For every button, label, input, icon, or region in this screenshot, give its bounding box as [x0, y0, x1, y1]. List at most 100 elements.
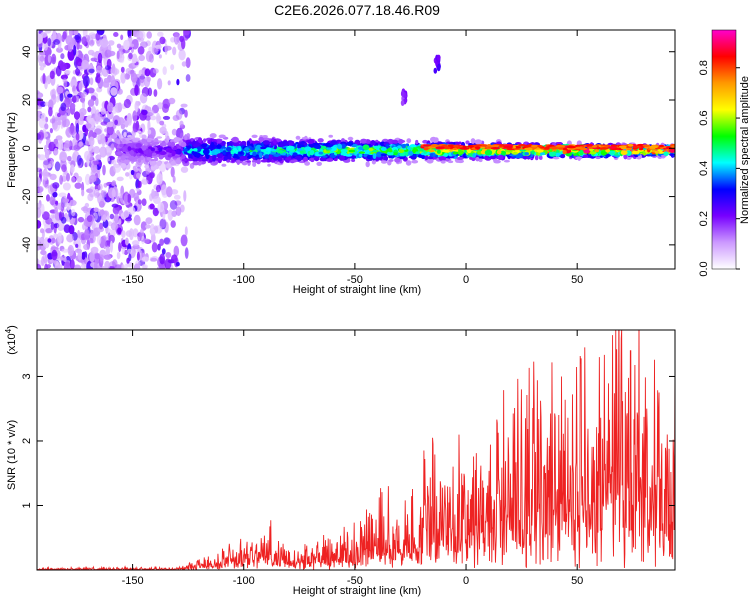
y-tick-label: 40 — [21, 46, 33, 58]
heat-cell — [57, 121, 62, 126]
heat-cell — [168, 159, 173, 162]
heat-cell — [60, 102, 67, 112]
heat-cell — [586, 143, 594, 147]
heat-cell — [255, 144, 263, 151]
heat-cell — [265, 147, 271, 153]
heat-cell — [322, 155, 328, 158]
heat-cell — [53, 138, 59, 145]
heat-cell — [170, 160, 177, 166]
heat-cell — [150, 257, 158, 262]
heat-cell — [314, 155, 320, 162]
heat-cell — [74, 182, 82, 189]
heat-cell — [158, 54, 162, 59]
heat-cell — [179, 120, 184, 127]
heat-cell — [549, 146, 560, 150]
heat-cell — [490, 147, 500, 150]
heat-cell — [587, 146, 594, 149]
heat-cell — [121, 264, 125, 269]
heat-cell — [69, 259, 75, 269]
heat-cell — [295, 135, 301, 140]
heat-cell — [88, 186, 96, 198]
heat-cell — [339, 155, 345, 161]
heat-cell — [273, 144, 278, 150]
heat-cell — [157, 243, 161, 251]
heat-cell — [133, 263, 141, 269]
heat-cell — [61, 248, 69, 253]
heat-cell — [110, 222, 119, 231]
heat-cell — [37, 92, 44, 99]
heat-cell — [159, 120, 165, 126]
heat-cell — [579, 149, 584, 155]
heat-cell — [162, 115, 171, 120]
spectrogram-frame — [36, 29, 676, 270]
heat-cell — [144, 68, 151, 77]
heat-cell — [172, 155, 180, 158]
heat-cell — [112, 205, 120, 215]
heat-cell — [75, 58, 83, 67]
heat-cell — [268, 154, 273, 161]
heat-cell — [236, 160, 240, 165]
heat-cell — [605, 148, 611, 153]
heat-cell — [88, 32, 96, 38]
heat-cell — [62, 182, 71, 191]
heat-cell — [110, 75, 116, 87]
heat-cell — [106, 215, 110, 221]
heat-cell — [99, 254, 105, 262]
heat-cell — [104, 260, 111, 269]
heat-cell — [56, 112, 61, 118]
heat-cell — [273, 139, 277, 145]
heat-cell — [172, 115, 180, 121]
heat-cell — [114, 119, 118, 126]
heat-cell — [151, 47, 159, 55]
heat-cell — [143, 142, 148, 146]
heat-cell — [325, 158, 334, 162]
heat-cell — [241, 161, 248, 166]
heat-cell — [493, 159, 501, 164]
heat-cell — [192, 161, 200, 166]
heat-cell — [228, 142, 233, 147]
heat-cell — [81, 181, 85, 193]
heat-cell — [241, 140, 247, 145]
y-tick-label: 3 — [21, 373, 33, 379]
spectrogram-x-label: Height of straight line (km) — [293, 284, 421, 296]
heat-cell — [56, 202, 64, 210]
colorbar-tick-label: 0.8 — [698, 60, 710, 75]
heat-cell — [125, 237, 129, 246]
heat-cell — [133, 192, 139, 200]
heat-cell — [180, 103, 188, 108]
heat-cell — [170, 166, 175, 178]
heat-cell — [42, 159, 50, 170]
heat-cell — [106, 157, 111, 162]
heat-cell — [157, 78, 163, 90]
heat-cell — [40, 101, 46, 107]
heat-cell — [52, 191, 58, 198]
heat-cell — [125, 172, 130, 177]
heat-cell — [78, 141, 83, 147]
heat-cell — [116, 50, 120, 60]
heat-cell — [96, 234, 102, 245]
heat-cell — [340, 149, 348, 153]
heat-cell — [443, 152, 449, 157]
heat-cell — [386, 151, 394, 156]
heat-cell — [120, 34, 124, 41]
heat-cell — [166, 135, 170, 141]
heat-cell — [53, 224, 57, 234]
heat-cell — [156, 136, 163, 139]
heat-cell — [64, 69, 71, 74]
heat-cell — [173, 245, 180, 257]
heat-cell — [156, 173, 163, 185]
heat-cell — [68, 225, 75, 235]
colorbar-tick-label: 0.2 — [698, 211, 710, 226]
heat-cell — [313, 145, 322, 149]
heat-cell — [448, 160, 454, 164]
heat-cell — [129, 43, 135, 48]
heat-cell — [536, 148, 544, 153]
heat-cell — [575, 146, 583, 150]
heat-cell — [95, 74, 101, 84]
heat-cell — [158, 140, 163, 143]
heat-cell — [173, 33, 180, 45]
heat-cell — [120, 66, 125, 73]
heat-cell — [117, 102, 123, 113]
heat-cell — [107, 102, 114, 113]
heat-cell — [188, 154, 193, 160]
